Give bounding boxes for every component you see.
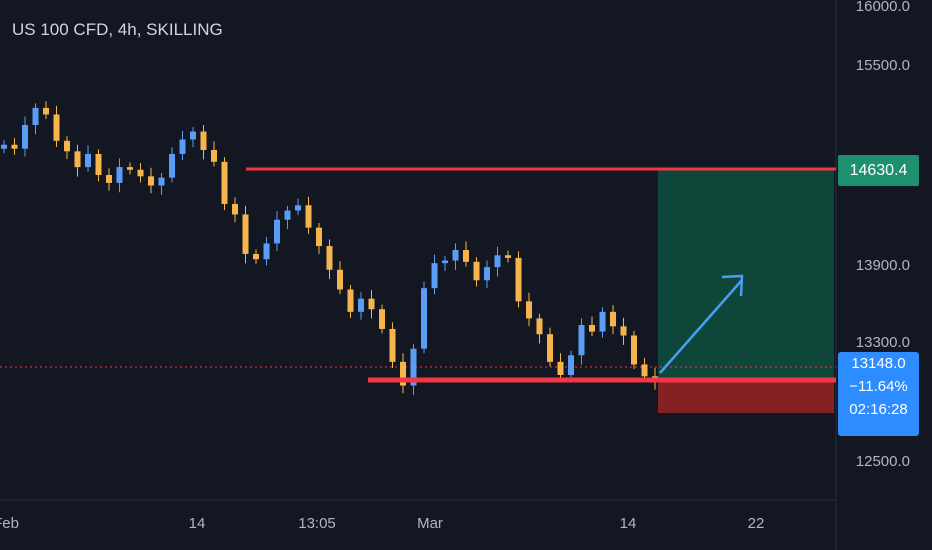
price-label: 13900.0 <box>855 257 910 274</box>
candle-body <box>599 311 606 332</box>
candle-body <box>95 153 102 175</box>
price-label: 15500.0 <box>855 57 910 74</box>
time-label: 13:05 <box>298 515 336 532</box>
candle-body <box>368 298 375 310</box>
price-label: 13300.0 <box>855 334 910 351</box>
time-label: 14 <box>188 515 206 532</box>
candle-body <box>389 328 396 362</box>
candle-body <box>610 311 616 327</box>
candle-body <box>127 167 133 170</box>
candle-body <box>547 334 553 362</box>
candle-body <box>32 107 39 125</box>
candle-body <box>1 144 7 149</box>
candle-body <box>421 288 427 349</box>
time-label: 14 <box>619 515 637 532</box>
symbol-title[interactable]: US 100 CFD, 4h, SKILLING <box>12 20 223 39</box>
last-price-value: 13148.0 <box>851 355 906 372</box>
candle-body <box>347 289 354 312</box>
candle-body <box>505 255 511 258</box>
candle-body <box>148 176 154 186</box>
last-price-tag: 13148.0 −11.64% 02:16:28 <box>838 352 919 436</box>
last-price-change: −11.64% <box>849 378 908 395</box>
candle-body <box>253 253 259 260</box>
candle-body <box>106 175 112 183</box>
candle-body <box>53 114 60 141</box>
candle-body <box>22 125 28 149</box>
projection-arrow-head <box>721 274 744 297</box>
candle-body <box>379 309 385 329</box>
candle-body <box>400 361 406 386</box>
candle-body <box>316 227 322 247</box>
candle-body <box>85 153 91 168</box>
candle-body <box>274 219 280 244</box>
candle-body <box>515 257 522 302</box>
candle-body <box>295 205 301 211</box>
candle-body <box>221 161 228 204</box>
candle-body <box>64 140 70 152</box>
candle-body <box>74 151 81 168</box>
candle-body <box>179 139 186 154</box>
candle-body <box>200 131 207 150</box>
candle-body <box>473 261 480 281</box>
candle-body <box>169 153 175 178</box>
price-label: 16000.0 <box>855 0 910 15</box>
candle-body <box>137 169 144 177</box>
candle-body <box>116 167 123 183</box>
candle-body <box>442 260 448 264</box>
price-label: 12500.0 <box>855 453 910 470</box>
time-label: 22 <box>747 515 765 532</box>
candle-body <box>190 131 196 140</box>
candle-body <box>568 355 574 375</box>
candle-body <box>494 255 501 268</box>
candles-group <box>1 101 658 395</box>
candle-body <box>431 263 438 289</box>
loss-zone[interactable] <box>658 380 834 413</box>
candle-body <box>484 267 490 281</box>
time-label: Feb <box>0 515 19 532</box>
candle-body <box>536 318 543 335</box>
candle-body <box>452 250 459 261</box>
candle-body <box>43 107 49 115</box>
candle-body <box>242 214 249 254</box>
candle-body <box>263 243 270 260</box>
candle-body <box>526 301 532 319</box>
target-price-tag: 14630.4 <box>838 155 919 186</box>
candle-body <box>211 150 217 162</box>
time-label: Mar <box>417 515 443 532</box>
bar-countdown: 02:16:28 <box>849 401 908 418</box>
candle-body <box>641 364 648 377</box>
candle-body <box>337 269 343 290</box>
candle-body <box>620 326 627 336</box>
candle-body <box>11 144 18 149</box>
candle-body <box>578 325 585 356</box>
candle-body <box>358 298 364 312</box>
candle-body <box>158 177 165 186</box>
projection-arrow-shaft[interactable] <box>659 279 743 374</box>
candle-body <box>631 335 637 365</box>
candle-body <box>284 210 291 220</box>
candle-body <box>463 250 469 262</box>
candle-body <box>557 361 564 375</box>
candle-body <box>410 348 417 386</box>
candle-body <box>589 325 595 332</box>
candle-body <box>232 203 238 215</box>
candle-body <box>326 246 333 270</box>
candle-body <box>305 205 312 228</box>
